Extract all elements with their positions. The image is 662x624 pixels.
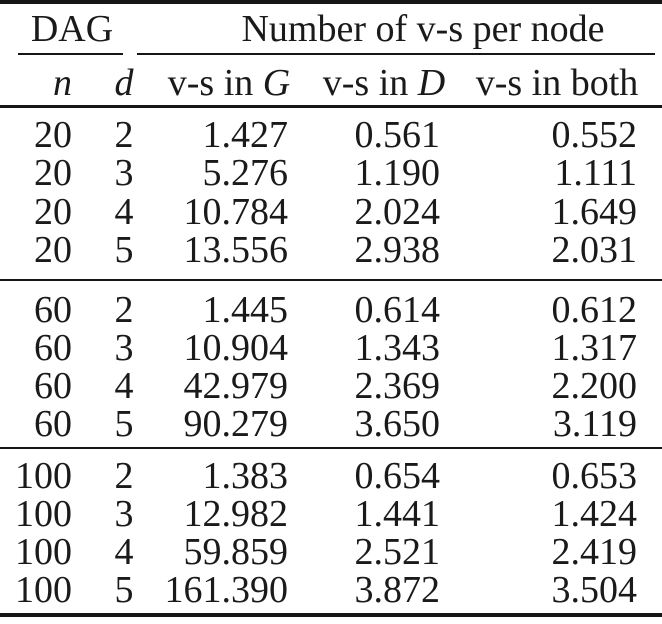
cell-vs-d: 1.441 bbox=[354, 493, 441, 535]
cell-n: 20 bbox=[34, 228, 72, 271]
group-header-row: DAG Number of v-s per node bbox=[0, 4, 662, 53]
rule-block-separator-1 bbox=[0, 279, 662, 281]
cell-vs-both: 3.119 bbox=[552, 403, 637, 445]
column-header-vs-in-g: v-s in G bbox=[167, 61, 291, 104]
cmidrule-dag bbox=[18, 53, 123, 55]
cell-d: 4 bbox=[114, 531, 134, 573]
cell-vs-g: 59.859 bbox=[183, 531, 289, 573]
cell-d: 4 bbox=[114, 190, 134, 233]
cell-vs-both: 2.031 bbox=[551, 228, 638, 271]
cell-n: 20 bbox=[34, 114, 72, 157]
cell-n: 100 bbox=[15, 531, 72, 573]
table-block-n20: 20 2 1.427 0.561 0.552 20 3 5.276 1.190 … bbox=[0, 108, 662, 279]
cell-n: 20 bbox=[34, 190, 72, 233]
cell-n: 60 bbox=[34, 289, 72, 331]
cell-vs-both: 1.317 bbox=[551, 327, 638, 369]
cell-n: 60 bbox=[34, 365, 72, 407]
cell-vs-both: 0.612 bbox=[551, 289, 638, 331]
cell-vs-d: 2.521 bbox=[354, 531, 441, 573]
cell-vs-g: 1.445 bbox=[202, 289, 289, 331]
cell-vs-g: 1.427 bbox=[202, 114, 289, 157]
group-header-vs-per-node: Number of v-s per node bbox=[241, 7, 605, 50]
rule-block-separator-2 bbox=[0, 447, 662, 449]
cell-vs-g: 5.276 bbox=[202, 152, 289, 195]
cell-vs-d: 3.650 bbox=[354, 403, 441, 445]
cell-vs-d: 0.614 bbox=[354, 289, 441, 331]
cell-vs-d: 0.654 bbox=[354, 455, 441, 497]
cell-d: 3 bbox=[114, 327, 134, 369]
table-row: 20 2 1.427 0.561 0.552 bbox=[0, 116, 662, 154]
cell-vs-both: 1.111 bbox=[554, 152, 637, 195]
rule-under-header bbox=[0, 105, 662, 108]
cell-vs-d: 3.872 bbox=[354, 569, 441, 611]
cell-vs-d: 1.343 bbox=[354, 327, 441, 369]
rule-bottom bbox=[0, 613, 662, 617]
table-row: 60 4 42.979 2.369 2.200 bbox=[0, 367, 662, 405]
table-row: 100 3 12.982 1.441 1.424 bbox=[0, 495, 662, 533]
table-row: 60 3 10.904 1.343 1.317 bbox=[0, 329, 662, 367]
cell-d: 5 bbox=[114, 403, 134, 445]
cell-vs-d: 1.190 bbox=[354, 152, 441, 195]
cell-vs-d: 2.938 bbox=[354, 228, 441, 271]
cell-vs-g: 90.279 bbox=[183, 403, 289, 445]
cell-vs-both: 3.504 bbox=[551, 569, 638, 611]
cell-d: 5 bbox=[114, 228, 134, 271]
cell-n: 100 bbox=[15, 569, 72, 611]
cell-d: 5 bbox=[114, 569, 134, 611]
cell-n: 100 bbox=[15, 455, 72, 497]
cell-d: 2 bbox=[114, 114, 134, 157]
group-header-dag: DAG bbox=[30, 7, 114, 50]
cell-d: 4 bbox=[114, 365, 134, 407]
cell-d: 3 bbox=[114, 152, 134, 195]
cell-vs-g: 10.904 bbox=[183, 327, 289, 369]
cell-vs-both: 2.200 bbox=[551, 365, 638, 407]
table-row: 60 2 1.445 0.614 0.612 bbox=[0, 291, 662, 329]
table-row: 60 5 90.279 3.650 3.119 bbox=[0, 405, 662, 443]
cell-vs-d: 0.561 bbox=[354, 114, 441, 157]
column-header-d: d bbox=[114, 61, 134, 104]
cell-vs-d: 2.369 bbox=[354, 365, 441, 407]
table-row: 20 3 5.276 1.190 1.111 bbox=[0, 154, 662, 192]
cell-n: 20 bbox=[34, 152, 72, 195]
table-row: 100 5 161.390 3.872 3.504 bbox=[0, 571, 662, 609]
cmidrule-vs-per-node bbox=[137, 53, 655, 55]
cell-vs-d: 2.024 bbox=[354, 190, 441, 233]
cell-vs-g: 10.784 bbox=[183, 190, 289, 233]
cell-d: 2 bbox=[114, 455, 134, 497]
cell-n: 60 bbox=[34, 327, 72, 369]
table-block-n60: 60 2 1.445 0.614 0.612 60 3 10.904 1.343… bbox=[0, 281, 662, 447]
column-header-n: n bbox=[53, 61, 72, 104]
cell-vs-both: 2.419 bbox=[551, 531, 638, 573]
column-header-row: n d v-s in G v-s in D v-s in both bbox=[0, 55, 662, 105]
cell-d: 3 bbox=[114, 493, 134, 535]
cell-vs-g: 42.979 bbox=[183, 365, 289, 407]
rule-top bbox=[0, 0, 662, 4]
table-row: 100 4 59.859 2.521 2.419 bbox=[0, 533, 662, 571]
column-header-vs-in-d: v-s in D bbox=[322, 61, 446, 104]
table-row: 20 5 13.556 2.938 2.031 bbox=[0, 231, 662, 269]
table-row: 20 4 10.784 2.024 1.649 bbox=[0, 193, 662, 231]
cell-vs-both: 1.424 bbox=[551, 493, 638, 535]
cell-vs-both: 0.552 bbox=[551, 114, 638, 157]
cell-vs-both: 0.653 bbox=[551, 455, 638, 497]
cell-d: 2 bbox=[114, 289, 134, 331]
cell-vs-both: 1.649 bbox=[551, 190, 638, 233]
cell-vs-g: 1.383 bbox=[202, 455, 289, 497]
cell-vs-g: 161.390 bbox=[164, 569, 289, 611]
column-header-vs-in-both: v-s in both bbox=[475, 61, 639, 104]
table-row: 100 2 1.383 0.654 0.653 bbox=[0, 457, 662, 495]
table-block-n100: 100 2 1.383 0.654 0.653 100 3 12.982 1.4… bbox=[0, 449, 662, 613]
cell-n: 100 bbox=[15, 493, 72, 535]
cell-vs-g: 13.556 bbox=[183, 228, 289, 271]
cell-vs-g: 12.982 bbox=[183, 493, 289, 535]
cell-n: 60 bbox=[34, 403, 72, 445]
